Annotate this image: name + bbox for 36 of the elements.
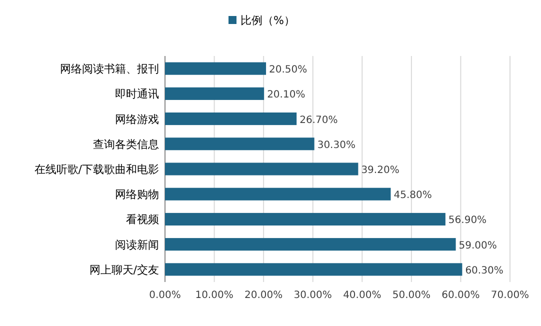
x-tick-label: 0.00% <box>149 290 181 301</box>
x-tick-label: 40.00% <box>343 290 382 301</box>
y-tick-label: 阅读新闻 <box>115 238 159 252</box>
y-tick-label: 网络购物 <box>115 188 159 202</box>
data-label: 26.70% <box>300 114 338 126</box>
y-tick-label: 即时通讯 <box>115 88 159 101</box>
y-tick-label: 看视频 <box>126 213 159 226</box>
data-label: 39.20% <box>361 165 400 176</box>
bar <box>165 188 391 200</box>
x-tick-label: 10.00% <box>195 290 234 301</box>
legend-label: 比例（%） <box>240 14 295 27</box>
y-tick-label: 网络阅读书籍、报刊 <box>60 62 159 76</box>
bar <box>165 112 297 126</box>
y-tick-label: 在线听歌/下载歌曲和电影 <box>34 163 159 176</box>
x-tick-label: 30.00% <box>294 290 332 301</box>
bar <box>165 263 462 276</box>
x-tick-label: 70.00% <box>490 290 530 301</box>
bar <box>165 138 314 150</box>
x-tick-label: 50.00% <box>392 290 430 301</box>
bar <box>165 212 446 226</box>
data-label: 56.90% <box>448 215 487 226</box>
data-label: 20.50% <box>269 64 308 76</box>
x-tick-label: 60.00% <box>442 290 480 301</box>
data-label: 30.30% <box>317 140 356 151</box>
bar <box>165 87 264 100</box>
y-tick-label: 网络游戏 <box>115 112 159 126</box>
data-label: 59.00% <box>458 240 497 252</box>
bar <box>165 62 266 75</box>
data-label: 20.10% <box>267 90 306 101</box>
bar <box>165 238 456 251</box>
data-label: 45.80% <box>394 190 432 202</box>
x-tick-label: 20.00% <box>244 290 283 301</box>
bar <box>165 162 358 176</box>
y-tick-label: 查询各类信息 <box>93 138 159 151</box>
y-tick-label: 网上聊天/交友 <box>89 263 159 276</box>
data-label: 60.30% <box>465 265 504 276</box>
